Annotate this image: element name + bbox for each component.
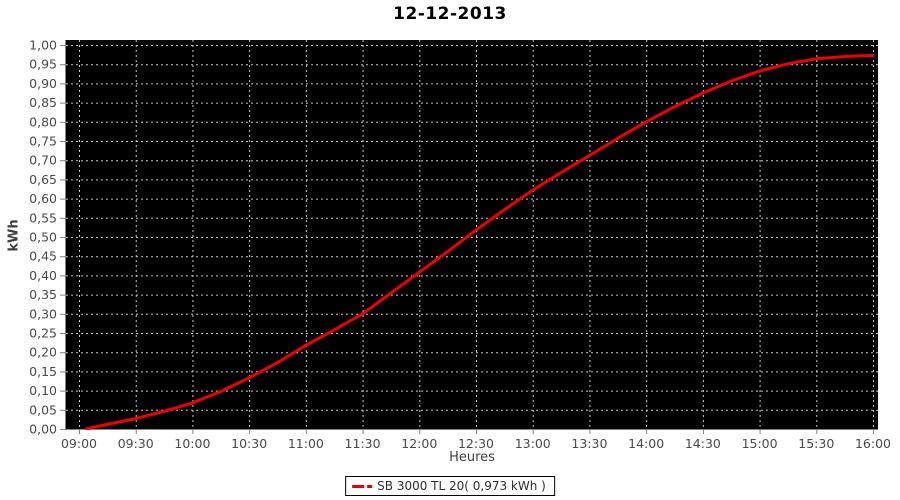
x-axis-label: Heures: [449, 450, 495, 465]
y-tick-label: 0,45: [29, 249, 57, 264]
series-line: [85, 53, 875, 431]
y-tick-label: 0,25: [29, 326, 57, 341]
y-tick-label: 0,60: [29, 191, 57, 206]
x-tick-label: 10:30: [231, 436, 267, 451]
y-tick-label: 0,00: [29, 422, 57, 437]
x-tick-label: 13:30: [571, 436, 607, 451]
x-tick-label: 09:00: [61, 436, 97, 451]
x-tick-label: 11:30: [345, 436, 381, 451]
x-tick-label: 12:00: [401, 436, 437, 451]
y-tick-label: 0,15: [29, 364, 57, 379]
y-tick-label: 1,00: [29, 38, 57, 53]
y-tick-label: 0,70: [29, 153, 57, 168]
y-tick-label: 0,90: [29, 76, 57, 91]
x-tick-label: 11:00: [288, 436, 324, 451]
legend: SB 3000 TL 20( 0,973 kWh ): [345, 476, 555, 496]
y-tick-label: 0,35: [29, 287, 57, 302]
series-line-icon: [352, 484, 373, 488]
y-tick-label: 0,30: [29, 306, 57, 321]
x-tick-label: 12:30: [458, 436, 494, 451]
y-tick-label: 0,80: [29, 114, 57, 129]
chart-title: 12-12-2013: [393, 4, 507, 24]
x-tick-label: 09:30: [118, 436, 154, 451]
y-axis-label: kWh: [6, 219, 22, 252]
x-tick-label: 14:30: [685, 436, 721, 451]
y-tick-label: 0,85: [29, 95, 57, 110]
y-tick-label: 0,95: [29, 57, 57, 72]
x-tick-label: 13:00: [515, 436, 551, 451]
x-tick-label: 14:00: [628, 436, 664, 451]
y-tick-label: 0,75: [29, 134, 57, 149]
y-tick-label: 0,40: [29, 268, 57, 283]
x-tick-label: 10:00: [174, 436, 210, 451]
y-tick-label: 0,05: [29, 402, 57, 417]
y-tick-label: 0,55: [29, 210, 57, 225]
y-tick-label: 0,20: [29, 345, 57, 360]
legend-label: SB 3000 TL 20( 0,973 kWh ): [377, 479, 546, 493]
y-tick-label: 0,10: [29, 383, 57, 398]
x-tick-label: 15:30: [798, 436, 834, 451]
y-tick-label: 0,65: [29, 172, 57, 187]
x-tick-label: 16:00: [855, 436, 891, 451]
x-tick-label: 15:00: [742, 436, 778, 451]
y-tick-label: 0,50: [29, 230, 57, 245]
